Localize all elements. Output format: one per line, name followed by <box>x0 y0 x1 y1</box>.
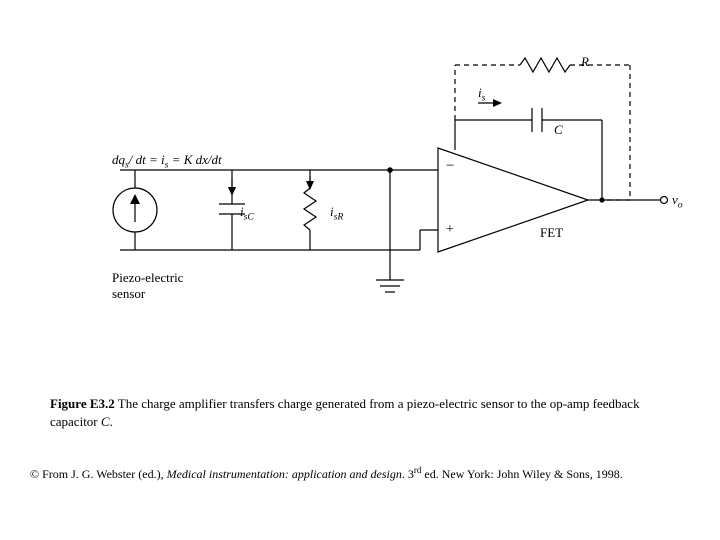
capacitor-C-label: C <box>554 122 563 138</box>
fet-label: FET <box>540 225 563 241</box>
current-isR-label: isR <box>330 204 343 223</box>
piezo-sensor-label: Piezo-electricsensor <box>112 270 183 302</box>
figure-caption: Figure E3.2 The charge amplifier transfe… <box>50 395 670 430</box>
caption-var-C: C <box>101 414 110 429</box>
output-vo-label: vo <box>672 192 683 211</box>
credit-suffix-b: ed. New York: John Wiley & Sons, 1998. <box>421 467 622 481</box>
figure-number: Figure E3.2 <box>50 396 115 411</box>
current-is-label: is <box>478 85 485 104</box>
circuit-diagram: dqs/ dt = is = K dx/dt R C is isC isR vo… <box>0 0 720 340</box>
credit-suffix-a: . 3 <box>402 467 414 481</box>
credit-prefix: © From J. G. Webster (ed.), <box>30 467 167 481</box>
resistor-R-label: R <box>581 54 589 70</box>
caption-text-after: . <box>110 414 113 429</box>
plus-terminal-label: + <box>446 222 454 238</box>
minus-terminal-label: − <box>446 158 454 175</box>
credit-title: Medical instrumentation: application and… <box>167 467 402 481</box>
equation-label: dqs/ dt = is = K dx/dt <box>112 152 222 171</box>
caption-text-before: The charge amplifier transfers charge ge… <box>50 396 640 429</box>
current-isC-label: isC <box>240 204 254 223</box>
credit-line: © From J. G. Webster (ed.), Medical inst… <box>30 465 710 482</box>
